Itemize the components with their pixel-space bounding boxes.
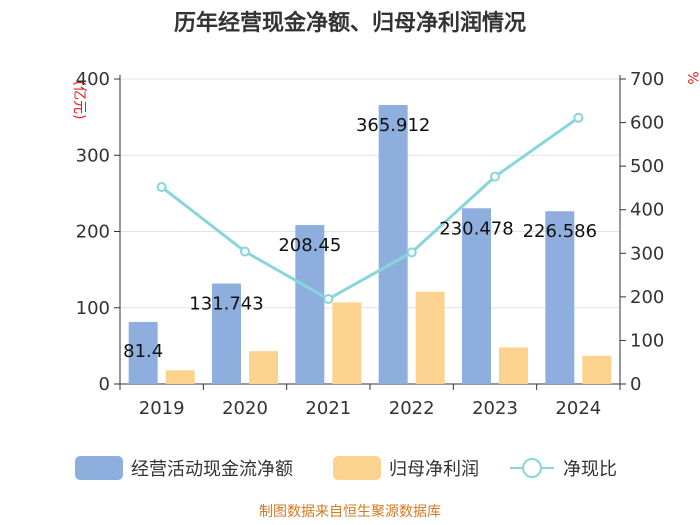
bar-cashflow [378, 104, 408, 385]
data-label-cashflow: 365.912 [356, 115, 430, 136]
bar-cashflow [462, 208, 491, 384]
x-tick-label: 2023 [472, 398, 518, 419]
data-labels: 81.4 131.743 208.45 365.912 230.478 226.586 [123, 115, 597, 362]
bar-net-profit [582, 355, 612, 384]
right-tick-label: 100 [630, 330, 664, 351]
ratio-point [490, 171, 500, 182]
left-tick-label: 200 [76, 222, 110, 243]
ratio-point [323, 294, 334, 305]
right-tick-label: 300 [630, 243, 664, 264]
right-axis-unit: % [684, 71, 700, 84]
chart-title: 历年经营现金净额、归母净利润情况 [174, 10, 526, 36]
legend-label-ratio: 净现比 [563, 459, 617, 480]
x-tick-label: 2021 [305, 398, 351, 419]
legend-swatch-net-profit [333, 456, 381, 480]
x-tick-label: 2020 [222, 398, 268, 419]
data-label-cashflow: 226.586 [523, 221, 597, 242]
right-tick-label: 0 [630, 374, 641, 395]
right-tick-label: 400 [630, 200, 664, 221]
bar-cashflow [128, 321, 158, 384]
bar-cashflow [545, 211, 575, 384]
legend-label-cashflow: 经营活动现金流净额 [131, 459, 293, 480]
right-tick-label: 700 [630, 69, 664, 90]
data-label-cashflow: 208.45 [278, 235, 341, 256]
x-tick-label: 2019 [139, 398, 185, 419]
axes [114, 75, 626, 390]
left-tick-label: 0 [99, 374, 110, 395]
x-tick-label: 2022 [389, 398, 435, 419]
gridlines [120, 78, 620, 309]
left-axis-unit: (亿元) [71, 81, 87, 120]
right-tick-label: 500 [630, 156, 664, 177]
data-label-cashflow: 230.478 [439, 218, 513, 239]
bar-cashflow [295, 225, 325, 384]
ratio-point [156, 182, 167, 193]
bar-net-profit [332, 302, 362, 384]
legend-swatch-cashflow [75, 456, 123, 480]
bars [128, 104, 612, 385]
ratio-line-path [160, 116, 580, 301]
bar-net-profit [415, 291, 445, 384]
left-tick-label: 100 [76, 298, 110, 319]
source-note: 制图数据来自恒生聚源数据库 [259, 504, 441, 520]
bar-net-profit [165, 370, 195, 384]
right-tick-label: 200 [630, 287, 664, 308]
tick-labels: 0 100 200 300 400 0 100 200 300 400 500 600 700 2019 2… [76, 69, 665, 419]
ratio-line [156, 112, 584, 305]
legend-label-net-profit: 归母净利润 [389, 459, 479, 480]
bar-cashflow [212, 283, 241, 384]
bar-net-profit [499, 347, 528, 384]
x-tick-label: 2024 [555, 398, 601, 419]
ratio-point [240, 246, 250, 257]
ratio-point [573, 112, 584, 123]
right-tick-label: 600 [630, 113, 664, 134]
ratio-point [406, 247, 417, 258]
left-tick-label: 400 [76, 69, 110, 90]
bar-net-profit [249, 351, 278, 384]
legend: 经营活动现金流净额 归母净利润 净现比 [75, 456, 617, 480]
data-label-cashflow: 131.743 [189, 294, 263, 315]
left-tick-label: 300 [76, 145, 110, 166]
data-label-cashflow: 81.4 [123, 341, 163, 362]
legend-marker-ratio [522, 458, 542, 478]
